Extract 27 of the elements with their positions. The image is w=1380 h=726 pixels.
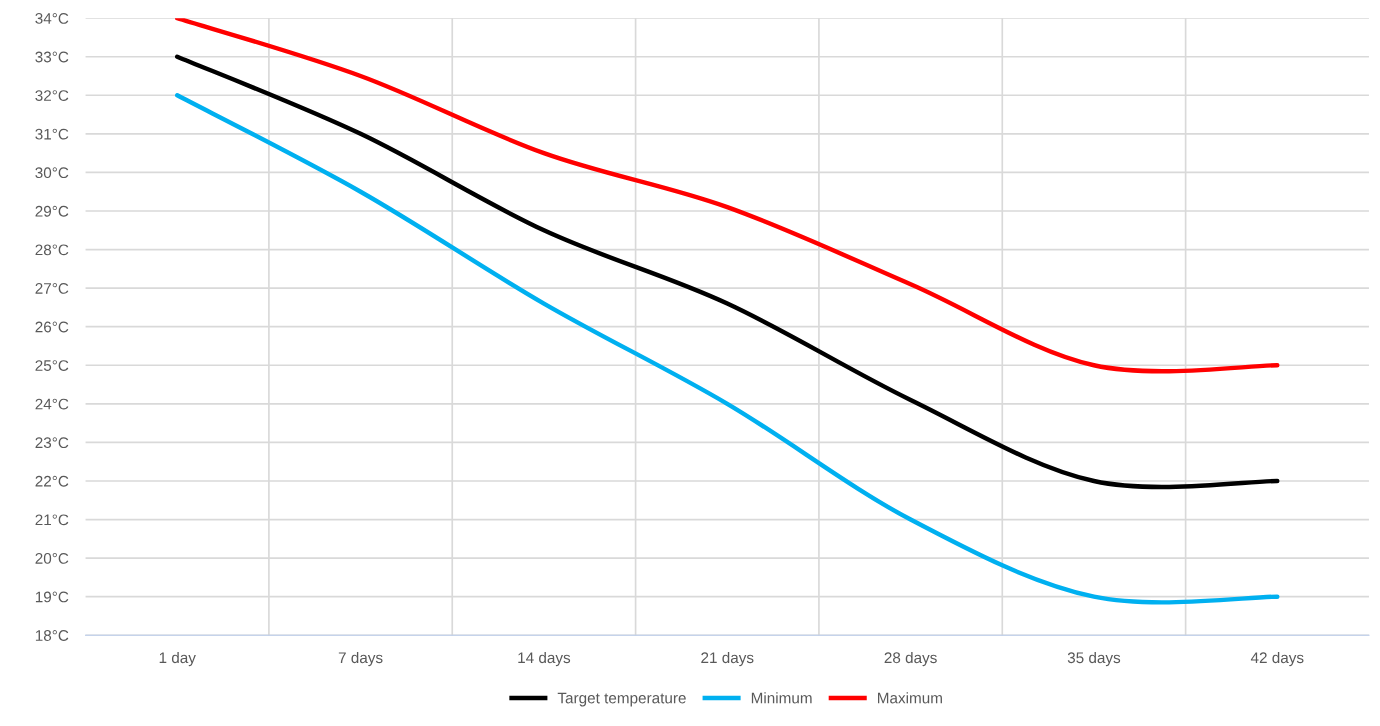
x-tick-label: 7 days [338,651,383,667]
legend-label: Minimum [751,692,812,704]
y-tick-label: 24°C [35,398,69,410]
x-tick-label: 14 days [518,651,571,667]
y-tick-label: 30°C [35,167,69,179]
y-tick-label: 23°C [35,437,69,449]
y-tick-label: 19°C [35,591,69,603]
legend-label: Maximum [878,692,942,704]
y-tick-label: 28°C [35,244,69,256]
x-tick-label: 1 day [159,651,196,667]
y-tick-label: 32°C [35,90,69,101]
x-tick-label: 21 days [701,651,754,667]
y-tick-label: 29°C [35,205,69,217]
y-tick-label: 31°C [35,128,69,140]
y-tick-label: 22°C [35,475,69,487]
x-tick-label: 28 days [884,651,937,667]
y-tick-label: 20°C [35,552,69,564]
y-tick-label: 34°C [35,13,69,24]
legend-label: Target temperature [557,692,686,707]
y-tick-label: 33°C [35,51,69,63]
y-tick-label: 18°C [35,630,69,641]
x-tick-label: 35 days [1067,651,1121,667]
y-tick-label: 21°C [35,514,69,526]
x-tick-label: 42 days [1250,651,1304,667]
y-tick-label: 26°C [35,321,69,333]
y-tick-label: 25°C [35,360,69,371]
y-tick-label: 27°C [35,283,69,294]
